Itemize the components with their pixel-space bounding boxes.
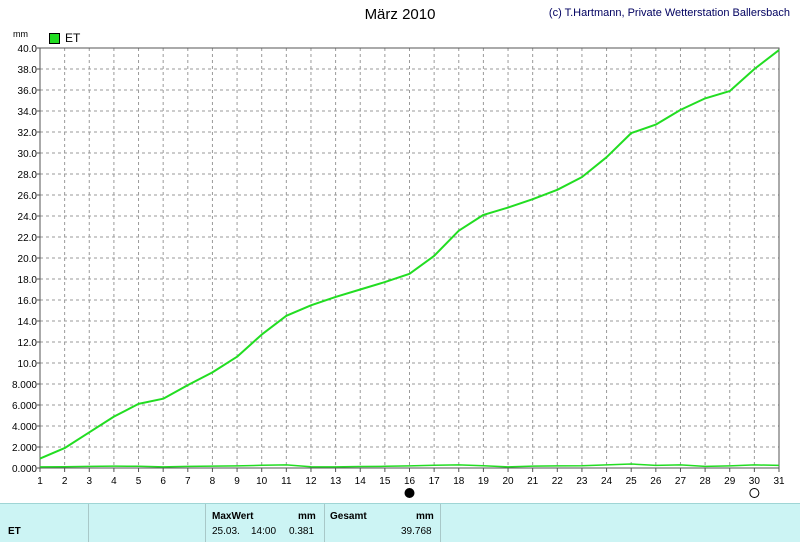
x-tick-label: 23 [576, 476, 588, 487]
x-tick-label: 25 [626, 476, 638, 487]
x-tick-label: 19 [478, 476, 490, 487]
y-tick-label: 16.0 [18, 296, 38, 307]
footer-divider [324, 504, 325, 542]
y-axis-unit: mm [13, 29, 28, 39]
x-tick-label: 17 [429, 476, 441, 487]
legend: ET [49, 31, 80, 45]
x-tick-label: 3 [86, 476, 92, 487]
full-moon-icon [749, 488, 760, 498]
y-tick-label: 2.000 [12, 443, 37, 454]
x-tick-label: 6 [160, 476, 166, 487]
y-tick-label: 0.000 [12, 464, 37, 475]
max-value-unit: mm [298, 511, 316, 522]
y-tick-label: 12.0 [18, 338, 38, 349]
y-tick-label: 20.0 [18, 254, 38, 265]
chart-credit: (c) T.Hartmann, Private Wetterstation Ba… [548, 7, 790, 19]
x-tick-label: 11 [281, 476, 292, 487]
legend-label-et: ET [65, 31, 81, 45]
y-tick-label: 40.0 [18, 44, 38, 55]
x-tick-label: 15 [379, 476, 391, 487]
y-tick-label: 8.000 [12, 380, 37, 391]
x-tick-label: 1 [37, 476, 43, 487]
x-tick-label: 8 [210, 476, 216, 487]
x-tick-label: 10 [256, 476, 268, 487]
y-tick-label: 34.0 [18, 107, 38, 118]
y-tick-label: 32.0 [18, 128, 38, 139]
new-moon-icon [404, 488, 415, 498]
y-tick-label: 10.0 [18, 359, 38, 370]
y-tick-label: 22.0 [18, 233, 38, 244]
y-tick-label: 28.0 [18, 170, 38, 181]
x-tick-label: 18 [453, 476, 465, 487]
x-tick-label: 22 [552, 476, 564, 487]
total-label: Gesamt [330, 511, 367, 522]
summary-footer: ET MaxWert mm 25.03. 14:00 0.381 Gesamt … [0, 503, 800, 542]
max-value-label: MaxWert [212, 511, 254, 522]
x-tick-label: 5 [136, 476, 142, 487]
x-tick-label: 31 [773, 476, 785, 487]
x-tick-label: 29 [724, 476, 736, 487]
footer-divider [205, 504, 206, 542]
x-tick-label: 20 [502, 476, 514, 487]
y-tick-label: 36.0 [18, 86, 38, 97]
y-tick-label: 26.0 [18, 191, 38, 202]
chart-title: März 2010 [364, 6, 436, 23]
footer-row-label: ET [8, 526, 21, 537]
series-line-secondary [39, 463, 780, 468]
y-tick-label: 30.0 [18, 149, 38, 160]
x-tick-label: 14 [355, 476, 367, 487]
x-tick-label: 16 [404, 476, 416, 487]
max-value-date: 25.03. [212, 526, 240, 537]
x-tick-label: 28 [700, 476, 712, 487]
x-tick-label: 12 [305, 476, 317, 487]
max-value: 0.381 [289, 526, 315, 537]
total-unit: mm [416, 511, 434, 522]
x-tick-label: 9 [234, 476, 240, 487]
y-tick-label: 6.000 [12, 401, 37, 412]
y-tick-label: 14.0 [18, 317, 38, 328]
chart-area: 0.000 2.000 4.000 6.000 8.000 10.0 12.0 14.0 16.… [12, 6, 790, 498]
legend-swatch [49, 32, 60, 44]
x-tick-label: 4 [111, 476, 117, 487]
x-tick-label: 30 [749, 476, 761, 487]
y-tick-label: 24.0 [18, 212, 38, 223]
line-chart: 0.000 2.000 4.000 6.000 8.000 10.0 12.0 14.0 16.… [12, 44, 785, 498]
y-tick-label: 38.0 [18, 65, 38, 76]
x-tick-label: 13 [330, 476, 342, 487]
max-value-time: 14:00 [251, 526, 277, 537]
x-tick-label: 21 [527, 476, 539, 487]
y-tick-label: 18.0 [18, 275, 38, 286]
x-tick-label: 26 [650, 476, 662, 487]
footer-divider [88, 504, 89, 542]
y-tick-label: 4.000 [12, 422, 37, 433]
x-tick-label: 2 [62, 476, 68, 487]
x-tick-label: 27 [675, 476, 687, 487]
x-tick-label: 7 [185, 476, 191, 487]
footer-divider [440, 504, 441, 542]
total-value: 39.768 [401, 526, 432, 537]
series-line-et [39, 49, 780, 460]
x-tick-label: 24 [601, 476, 613, 487]
